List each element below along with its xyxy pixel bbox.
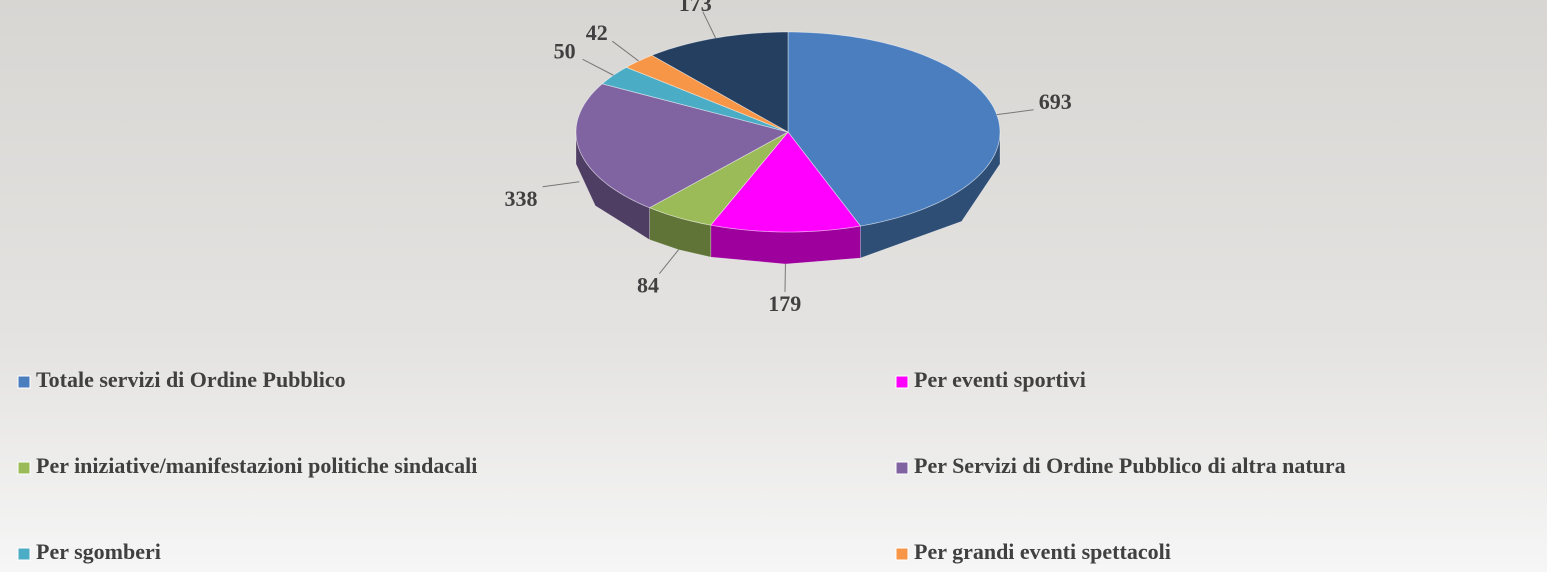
legend-label: Per eventi sportivi xyxy=(914,367,1086,392)
legend-label: Per Servizi di Ordine Pubblico di altra … xyxy=(914,453,1346,478)
data-label: 173 xyxy=(679,0,712,16)
data-label: 693 xyxy=(1039,89,1072,114)
legend-swatch xyxy=(896,548,908,560)
legend-label: Per grandi eventi spettacoli xyxy=(914,539,1171,564)
data-label: 84 xyxy=(637,273,659,298)
chart: 693 179 84 338 50 42 173 Totale servizi di Ordi… xyxy=(0,0,1547,572)
legend-label: Per sgomberi xyxy=(36,539,161,564)
legend-swatch xyxy=(896,462,908,474)
legend-swatch xyxy=(18,376,30,388)
legend-swatch xyxy=(896,376,908,388)
data-label: 338 xyxy=(504,186,537,211)
data-label: 42 xyxy=(586,20,608,45)
legend-swatch xyxy=(18,462,30,474)
legend-swatch xyxy=(18,548,30,560)
data-label: 179 xyxy=(768,291,801,316)
legend-label: Totale servizi di Ordine Pubblico xyxy=(36,367,346,392)
legend-label: Per iniziative/manifestazioni politiche … xyxy=(36,453,477,478)
data-label: 50 xyxy=(554,38,576,63)
